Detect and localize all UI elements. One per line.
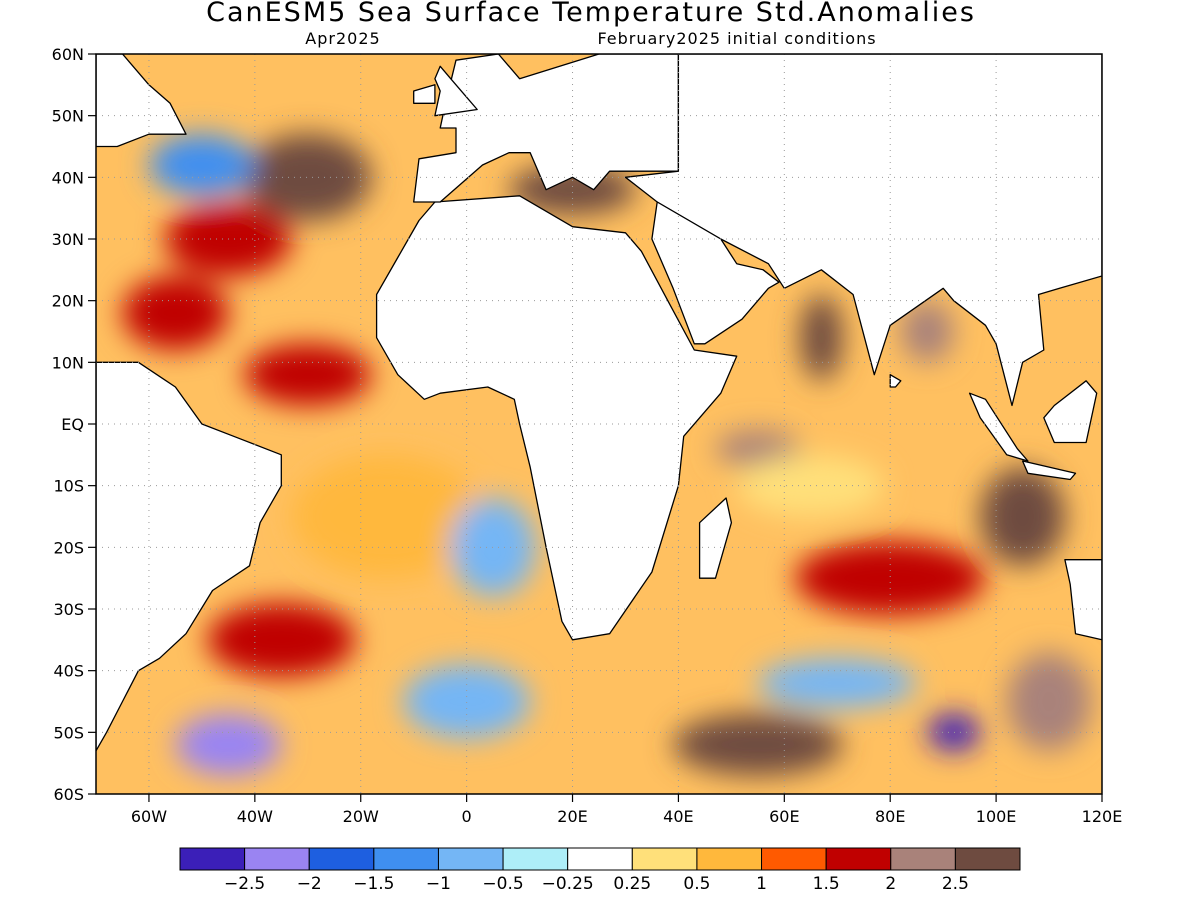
colorbar-label: 0.25 [613, 874, 651, 894]
colorbar-label: −0.5 [482, 874, 523, 894]
lat-tick-label: 20S [53, 538, 84, 557]
colorbar-swatch [244, 847, 310, 871]
anomaly-region [450, 497, 536, 597]
initial-conditions-label: February2025 initial conditions [597, 29, 876, 48]
colorbar-label: −0.25 [542, 874, 594, 894]
land-mass [1064, 559, 1102, 641]
colorbar-swatch [761, 847, 827, 871]
map-area [96, 54, 1102, 794]
colorbar-swatch [567, 847, 633, 871]
land-mass [96, 54, 187, 148]
colorbar-swatch [373, 847, 439, 871]
anomaly-region [148, 134, 255, 196]
colorbar-swatch [437, 847, 504, 871]
colorbar-label: 2.5 [942, 874, 969, 894]
lat-tick-label: EQ [61, 415, 84, 434]
colorbar-label: 2 [885, 874, 896, 894]
lon-tick-label: 20W [343, 807, 379, 826]
colorbar-swatch [308, 847, 375, 871]
lat-tick-label: 20N [52, 292, 84, 311]
colorbar-swatch [179, 847, 246, 871]
lon-tick-label: 0 [462, 807, 472, 826]
forecast-month-label: Apr2025 [305, 29, 380, 48]
lon-tick-label: 40E [663, 807, 693, 826]
anomaly-region [175, 713, 282, 776]
lat-tick-label: 60N [52, 45, 84, 64]
anomaly-region [900, 300, 954, 363]
anomaly-region [757, 658, 917, 708]
land-mass [413, 54, 680, 203]
land-mass [434, 65, 478, 117]
colorbar: −2.5 −2 −1.5 −1 −0.5 −0.25 0.25 0.5 1 1.5 2 2.5 [179, 847, 1021, 894]
lon-tick-label: 60W [131, 807, 167, 826]
lat-tick-label: 40S [53, 662, 84, 681]
longitude-axis: 60W 40W 20W 0 20E 40E 60E 80E 100E 120E [131, 794, 1122, 826]
colorbar-label: 1.5 [813, 874, 840, 894]
land-mass [651, 201, 780, 345]
lat-tick-label: 50N [52, 107, 84, 126]
colorbar-swatch [502, 847, 569, 871]
colorbar-swatch [954, 847, 1021, 871]
lat-tick-label: 10S [53, 477, 84, 496]
lon-tick-label: 60E [769, 807, 799, 826]
lon-tick-label: 20E [557, 807, 587, 826]
colorbar-label: −1 [426, 874, 451, 894]
colorbar-swatch [696, 847, 763, 871]
anomaly-region [122, 276, 229, 350]
colorbar-label: 0.5 [683, 874, 710, 894]
colorbar-label: −2 [297, 874, 322, 894]
land-mass [96, 361, 282, 752]
anomaly-region [291, 454, 483, 579]
anomaly-region [244, 134, 372, 221]
anomaly-region [980, 467, 1065, 566]
lon-tick-label: 100E [976, 807, 1017, 826]
lon-tick-label: 120E [1082, 807, 1123, 826]
anomaly-region [673, 713, 843, 776]
land-mass [698, 497, 733, 579]
anomaly-region [244, 343, 372, 406]
land-mass [1043, 380, 1098, 444]
lon-tick-label: 40W [237, 807, 273, 826]
land-mass [1021, 460, 1077, 481]
colorbar-label: −1.5 [353, 874, 394, 894]
map-title: CanESM5 Sea Surface Temperature Std.Anom… [206, 0, 976, 28]
anomaly-region [207, 602, 356, 677]
lon-tick-label: 80E [875, 807, 905, 826]
colorbar-swatch [890, 847, 956, 871]
latitude-axis: 60N 50N 40N 30N 20N 10N EQ 10S 20S 30S 40S 50S 60S [52, 45, 96, 804]
anomaly-region [800, 294, 843, 381]
land-mass [889, 374, 902, 388]
anomaly-field [122, 134, 1092, 776]
anomaly-region [403, 664, 531, 739]
colorbar-swatch [825, 847, 892, 871]
colorbar-label: −2.5 [224, 874, 265, 894]
lat-tick-label: 10N [52, 353, 84, 372]
lat-tick-label: 30N [52, 230, 84, 249]
colorbar-label: 1 [756, 874, 767, 894]
lat-tick-label: 40N [52, 168, 84, 187]
lat-tick-label: 30S [53, 600, 84, 619]
lat-tick-label: 50S [53, 723, 84, 742]
lat-tick-label: 60S [53, 785, 84, 804]
land-mass [624, 54, 1102, 407]
land-mass [968, 392, 1029, 462]
anomaly-region [794, 541, 986, 616]
land-mass [413, 84, 436, 104]
land-masses [96, 54, 1102, 752]
anomaly-region [1006, 652, 1092, 751]
anomaly-region [927, 713, 981, 751]
colorbar-swatch [631, 847, 698, 871]
